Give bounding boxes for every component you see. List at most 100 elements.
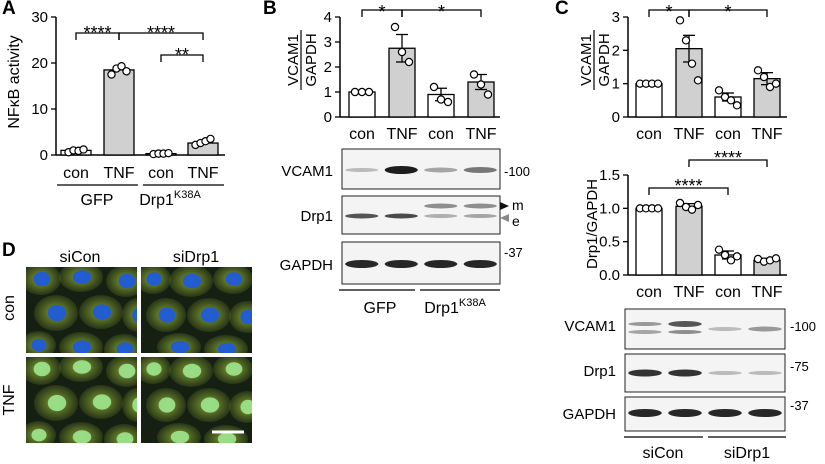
b-arrow-e-icon (500, 214, 509, 222)
b-ytick-labels: 0 1 2 3 4 (324, 9, 332, 126)
c-blot-vcam1-frame (624, 308, 786, 350)
b-point (483, 90, 493, 99)
panel-letter-d: D (2, 240, 16, 261)
b-blot-drp1 (341, 195, 501, 235)
nucleus (118, 273, 136, 289)
c2-ytick-label: 0.0 (599, 267, 620, 284)
b-blot-gapdh-band (424, 260, 458, 268)
nucleus (217, 342, 237, 353)
b-xlabel-3: con (428, 126, 454, 143)
c1-point (732, 101, 742, 110)
c1-point (681, 36, 691, 45)
b-ytick-label: 2 (324, 59, 332, 76)
c2-point (687, 205, 697, 214)
c-group-sicon: siCon (643, 445, 684, 462)
c1-ylabel-top: VCAM1 (578, 34, 595, 86)
a-ylabel: NFκB activity (6, 35, 23, 128)
a-sig-label: **** (147, 23, 175, 43)
d-col-sicon: siCon (60, 249, 101, 266)
c-blot-label-gapdh: GAPDH (563, 406, 616, 423)
b-blot-gapdh (341, 241, 501, 285)
d-img-sidrp1-tnf-cells (141, 357, 252, 443)
b-blot-label-gapdh: GAPDH (280, 257, 333, 274)
b-blot-strips (341, 148, 501, 285)
c1-sig-bracket (688, 9, 768, 17)
c2-point (675, 198, 685, 208)
nucleus (240, 399, 252, 415)
b-blot-gapdh-frame (341, 241, 501, 285)
c1-ytick-label: 3 (612, 9, 620, 26)
c1-ytick-label: 1 (612, 76, 620, 93)
c1-ylabel-bottom: GAPDH (596, 33, 613, 86)
b-marker-m: m (512, 197, 524, 213)
c1-ytick-label: 0 (612, 109, 620, 126)
b-blot-label-drp1: Drp1 (300, 208, 333, 225)
c2-point (653, 204, 663, 213)
b-blot-gapdh-band (384, 260, 418, 268)
c-blot-label-vcam1: VCAM1 (564, 318, 616, 335)
d-img-sicon-con (26, 267, 137, 353)
c2-ytick-labels: 0.0 0.5 1.0 1.5 (599, 167, 620, 284)
b-blot-drp1-band (424, 203, 458, 209)
c-marker-37: -37 (790, 398, 809, 413)
c2-bar (675, 205, 703, 276)
d-img-sidrp1-tnf (141, 357, 252, 443)
c-blot-drp1 (624, 353, 786, 393)
c1-point (675, 16, 685, 25)
c1-ytick-label: 2 (612, 42, 620, 59)
c-blot-label-drp1: Drp1 (583, 363, 616, 380)
b-point (443, 97, 453, 107)
a-ytick-label: 0 (40, 147, 48, 164)
a-xlabel-4: TNF (187, 165, 218, 182)
c2-xlabel-3: con (715, 284, 741, 301)
c2-xlabel-2: TNF (673, 284, 704, 301)
b-xlabel-2: TNF (386, 126, 417, 143)
c2-ylabel: Drp1/GAPDH (584, 179, 601, 269)
b-ytick-label: 4 (324, 9, 332, 26)
c-blot-drp1-band (748, 371, 782, 375)
nucleus (200, 307, 220, 323)
nucleus (132, 397, 137, 413)
c2-point (726, 256, 736, 265)
a-xlabel-2: TNF (103, 165, 134, 182)
c2-sig-label: **** (674, 176, 702, 196)
nucleus (31, 428, 47, 442)
panel-letter-b: B (263, 0, 277, 19)
b-blot-drp1-band (345, 213, 379, 219)
c1-ytick-labels: 0 1 2 3 (612, 9, 620, 126)
b-blot-drp1-band (384, 213, 418, 219)
b-blot-drp1-band (463, 214, 497, 218)
c1-xlabel-4: TNF (751, 126, 782, 143)
b-blot-vcam1 (341, 148, 501, 190)
c2-point (771, 254, 781, 263)
nucleus (92, 304, 112, 320)
b-marker-e: e (512, 213, 520, 229)
d-img-sidrp1-con-cells (141, 267, 252, 353)
b-point (469, 70, 479, 79)
d-img-sicon-tnf-cells (26, 357, 137, 443)
b-ytick-label: 3 (324, 34, 332, 51)
c-blot-vcam1-band (748, 326, 782, 332)
nucleus (47, 394, 67, 412)
nucleus (116, 432, 134, 443)
b-arrow-m-icon (500, 202, 509, 210)
b-ylabel-top: VCAM1 (285, 34, 302, 86)
c1-sig-label: * (665, 2, 672, 22)
a-ytick-label: 10 (31, 101, 48, 118)
a-sig-bracket (160, 54, 204, 62)
c1-point (759, 72, 769, 82)
c-blot-vcam1-band (668, 330, 702, 334)
c1-xlabel-3: con (715, 126, 741, 143)
nucleus (31, 338, 47, 352)
nucleus (72, 270, 92, 284)
c1-plot-area: * * (623, 2, 787, 118)
nucleus (132, 307, 137, 323)
b-point (404, 57, 414, 67)
nucleus (33, 271, 51, 287)
a-point (122, 67, 131, 76)
a-xlabel-1: con (63, 165, 89, 182)
b-blot-gapdh-band (345, 260, 379, 268)
b-xlabel-1: con (349, 126, 375, 143)
d-row-con: con (1, 295, 18, 321)
a-sig-bracket (118, 32, 204, 40)
